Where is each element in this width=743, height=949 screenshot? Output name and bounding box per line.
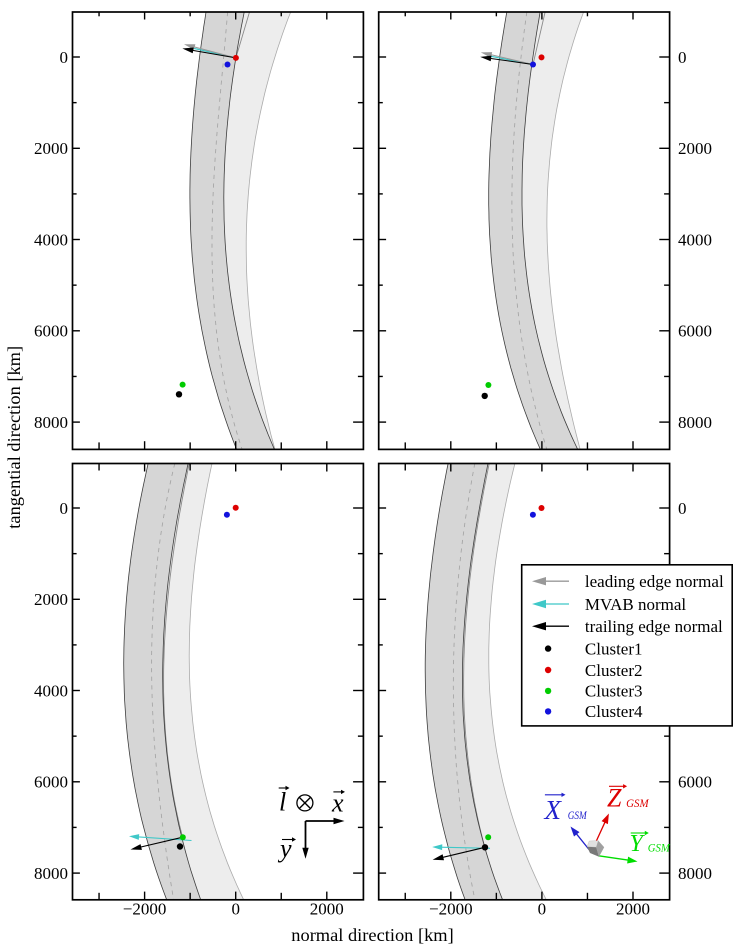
svg-text:8000: 8000 (678, 413, 712, 432)
svg-text:MVAB normal: MVAB normal (585, 595, 686, 614)
svg-text:0: 0 (60, 48, 69, 67)
svg-text:Cluster2: Cluster2 (585, 661, 643, 680)
svg-text:0: 0 (538, 900, 547, 919)
svg-text:x: x (331, 788, 344, 817)
svg-text:l: l (279, 788, 286, 817)
svg-text:8000: 8000 (678, 864, 712, 883)
svg-text:8000: 8000 (34, 413, 68, 432)
svg-text:Cluster3: Cluster3 (585, 682, 643, 701)
svg-text:2000: 2000 (34, 590, 68, 609)
svg-text:Z: Z (607, 784, 622, 813)
svg-text:leading edge normal: leading edge normal (585, 572, 724, 591)
svg-text:y: y (277, 834, 292, 863)
svg-text:−2000: −2000 (123, 900, 167, 919)
svg-text:X: X (544, 795, 563, 825)
svg-text:GSM: GSM (626, 796, 649, 810)
svg-text:4000: 4000 (34, 230, 68, 249)
svg-text:tangential direction [km]: tangential direction [km] (4, 346, 24, 529)
svg-text:GSM: GSM (648, 840, 671, 854)
svg-text:0: 0 (231, 900, 240, 919)
svg-text:−2000: −2000 (429, 900, 473, 919)
svg-text:trailing edge normal: trailing edge normal (585, 617, 723, 636)
svg-text:2000: 2000 (616, 900, 650, 919)
svg-text:normal direction [km]: normal direction [km] (291, 925, 453, 945)
svg-text:2000: 2000 (678, 139, 712, 158)
svg-text:6000: 6000 (34, 773, 68, 792)
svg-text:4000: 4000 (34, 681, 68, 700)
svg-text:0: 0 (60, 499, 69, 518)
svg-text:0: 0 (678, 499, 687, 518)
svg-text:8000: 8000 (34, 864, 68, 883)
svg-text:6000: 6000 (34, 322, 68, 341)
svg-text:Y: Y (630, 831, 646, 857)
svg-text:GSM: GSM (568, 808, 588, 822)
svg-text:6000: 6000 (678, 773, 712, 792)
svg-text:2000: 2000 (310, 900, 344, 919)
svg-text:Cluster1: Cluster1 (585, 639, 643, 658)
svg-text:Cluster4: Cluster4 (585, 702, 643, 721)
svg-text:0: 0 (678, 48, 687, 67)
svg-text:2000: 2000 (34, 139, 68, 158)
svg-text:4000: 4000 (678, 230, 712, 249)
svg-text:6000: 6000 (678, 322, 712, 341)
